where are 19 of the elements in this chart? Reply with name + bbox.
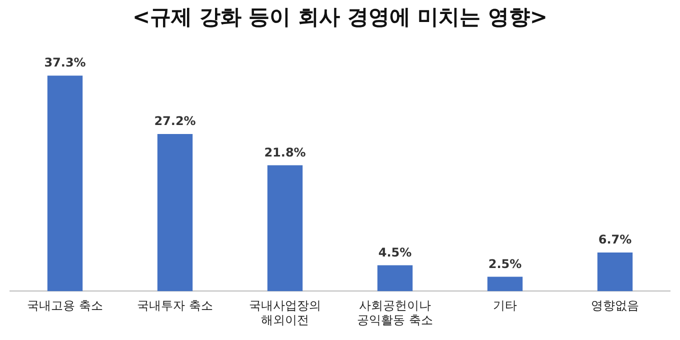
x-tick-label: 국내고용 축소 <box>27 298 103 313</box>
bar <box>157 134 193 292</box>
data-label: 37.3% <box>44 56 86 70</box>
bar <box>377 265 413 292</box>
data-label: 2.5% <box>488 256 522 271</box>
x-tick-label: 국내사업장의 해외이전 <box>249 298 321 327</box>
x-tick-label: 국내투자 축소 <box>137 298 213 313</box>
bar <box>47 76 83 292</box>
bar <box>267 165 303 292</box>
data-label: 27.2% <box>154 114 196 128</box>
x-tick-label: 기타 <box>493 298 517 313</box>
bar <box>597 252 633 292</box>
bar <box>487 276 523 292</box>
data-label: 6.7% <box>598 232 632 247</box>
data-label: 21.8% <box>264 145 306 160</box>
data-label: 4.5% <box>378 245 412 260</box>
x-tick-label: 사회공헌이나 공익활동 축소 <box>357 298 433 327</box>
chart-title: <규제 강화 등이 회사 경영에 미치는 영향> <box>131 4 549 31</box>
x-tick-label: 영향없음 <box>591 298 639 313</box>
